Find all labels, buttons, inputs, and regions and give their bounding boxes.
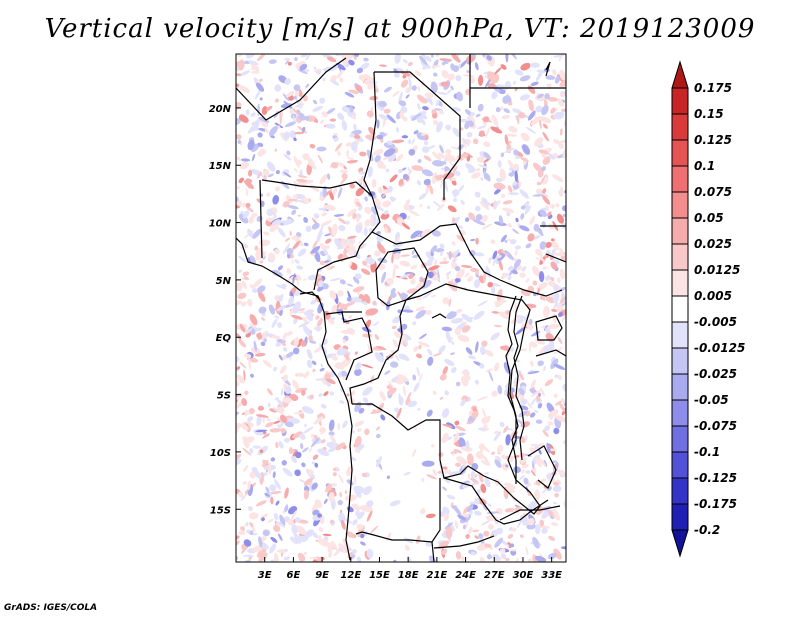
colorbar-label: -0.025 [694,367,737,381]
colorbar-label: 0.125 [694,133,732,147]
colorbar-label: 0.025 [694,237,732,251]
lon-label: 15E [369,570,390,581]
colorbar-box [671,269,689,297]
colorbar-label: -0.175 [694,497,737,511]
colorbar-label: 0.05 [694,211,724,225]
lon-label: 24E [455,570,476,581]
lon-label: 18E [398,570,419,581]
colorbar-box [671,451,689,479]
colorbar-label: 0.075 [694,185,732,199]
colorbar-label: 0.175 [694,81,732,95]
colorbar-label: -0.0125 [694,341,745,355]
lat-label: EQ [216,333,232,344]
colorbar-box [671,373,689,401]
colorbar-box [671,87,689,115]
colorbar-label: 0.1 [694,159,715,173]
colorbar-label: 0.0125 [694,263,740,277]
colorbar-label: -0.1 [694,445,720,459]
colorbar-labels: 0.175 0.15 0.125 0.1 0.075 0.05 0.025 0.0125 0.0… [694,81,745,537]
lat-label: 15N [209,161,232,172]
colorbar-box [671,165,689,193]
colorbar-box [671,399,689,427]
lat-label: 15S [210,505,231,516]
colorbar-box [671,217,689,245]
colorbar-top-arrow [671,60,689,89]
colorbar-box [671,425,689,453]
colorbar-box [671,503,689,531]
lon-label: 33E [541,570,562,581]
chart-title: Vertical velocity [m/s] at 900hPa, VT: 2… [44,14,756,44]
colorbar-box [671,347,689,375]
colorbar-box [671,139,689,167]
lat-label: 5S [217,391,231,402]
colorbar-label: -0.05 [694,393,729,407]
colorbar-box [671,243,689,271]
lon-label: 12E [340,570,361,581]
colorbar-label: -0.075 [694,419,737,433]
lon-label: 27E [484,570,505,581]
lat-label: 20N [209,104,232,115]
lon-label: 21E [426,570,447,581]
lon-label: 6E [286,570,300,581]
colorbar-label: 0.005 [694,289,732,303]
colorbar-box [671,191,689,219]
colorbar-label: -0.125 [694,471,737,485]
colorbar-label: 0.15 [694,107,724,121]
map-frame [235,53,567,563]
longitude-axis: 3E 6E 9E 12E 15E 18E 21E 24E 27E 30E 33E [258,557,562,581]
colorbar-boxes [671,60,689,558]
grads-credit: GrADS: IGES/COLA [4,603,98,613]
latitude-axis: 20N 15N 10N 5N EQ 5S 10S 15S [209,104,241,516]
lat-label: 5N [216,276,232,287]
colorbar-box [671,295,689,323]
lat-label: 10N [209,219,232,230]
country-borders [236,54,566,562]
colorbar-box [671,321,689,349]
colorbar-label: -0.2 [694,523,720,537]
colorbar-label: -0.005 [694,315,737,329]
colorbar-box [671,113,689,141]
colorbar-box [671,477,689,505]
colorbar-bottom-arrow [671,529,689,558]
lat-label: 10S [210,448,231,459]
lon-label: 9E [315,570,329,581]
lon-label: 30E [513,570,534,581]
lon-label: 3E [258,570,272,581]
